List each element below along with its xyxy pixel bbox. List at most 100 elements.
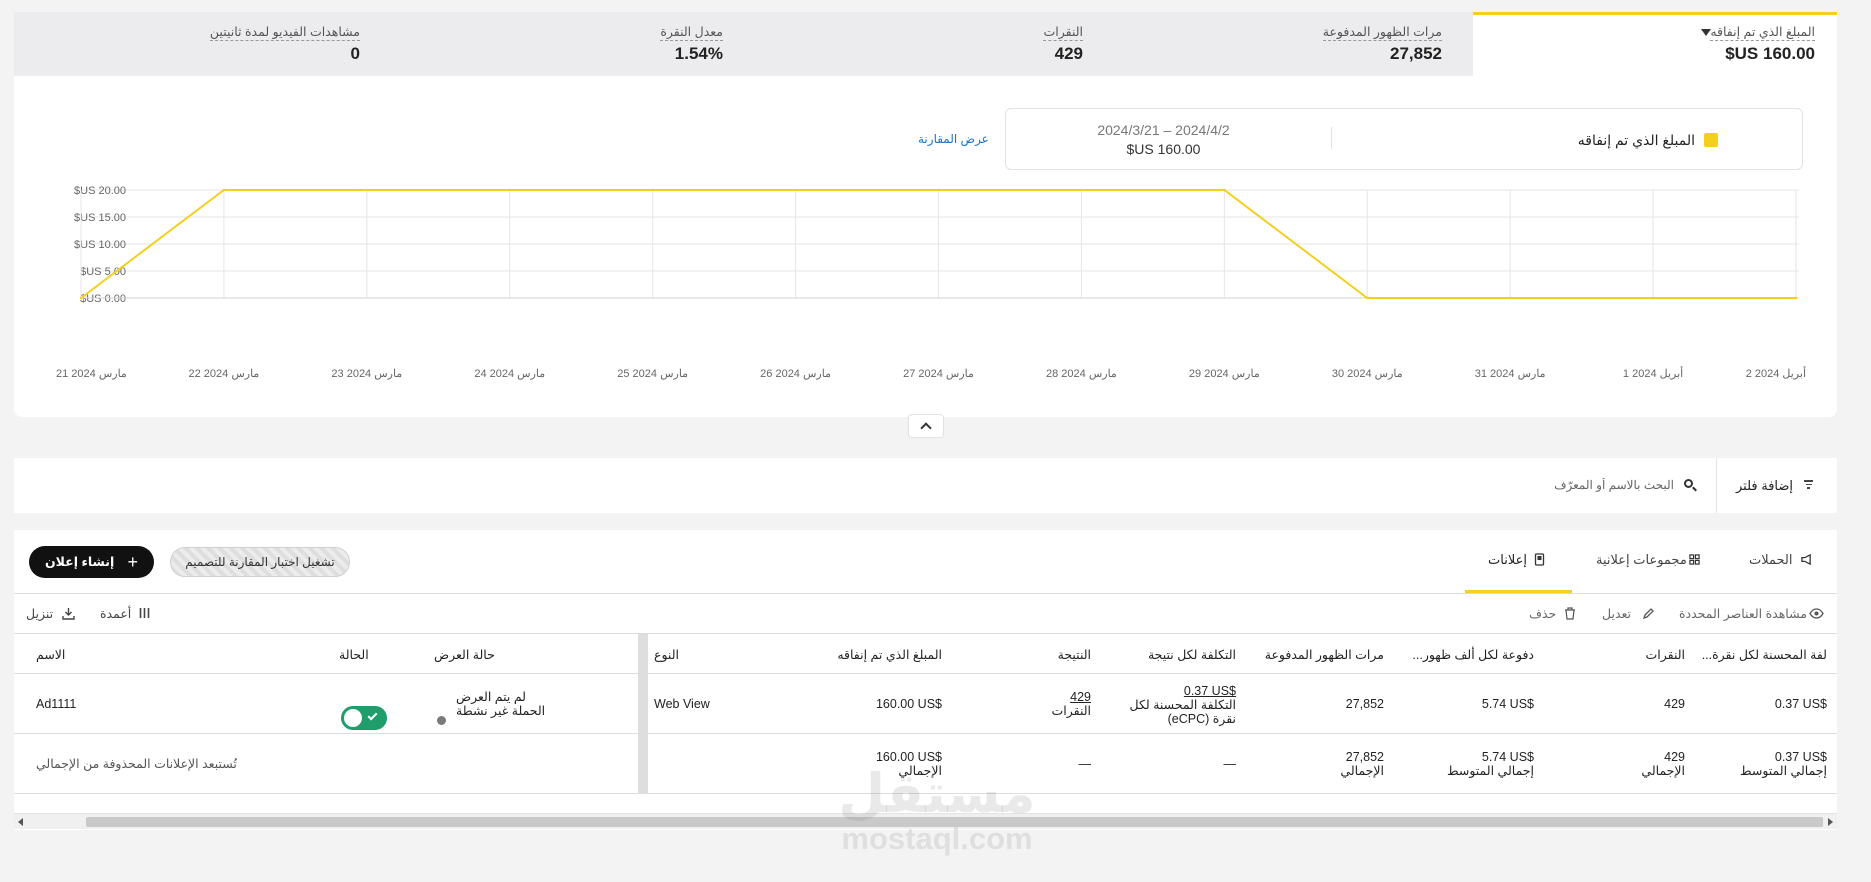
tab-ads[interactable]: إعلانات: [1488, 552, 1527, 568]
data-point: [365, 188, 369, 192]
col-clicks[interactable]: النقرات: [1645, 648, 1685, 662]
cell-clicks: 429: [1664, 697, 1685, 711]
x-tick-label: 24 مارس 2024: [474, 368, 545, 380]
columns-button[interactable]: أعمدة: [100, 607, 132, 621]
plus-icon: +: [127, 552, 138, 572]
cell-ecpc: 0.37 US$: [1774, 697, 1827, 711]
edit-button[interactable]: تعديل: [1602, 607, 1632, 621]
col-name[interactable]: الاسم: [36, 648, 66, 662]
col-delivery[interactable]: حالة العرض: [434, 648, 495, 662]
scroll-left-arrow[interactable]: [18, 818, 23, 826]
tab-campaigns[interactable]: الحملات: [1749, 552, 1792, 568]
metric-spent[interactable]: المبلغ الذي تم إنفاقه $US 160.00: [1473, 12, 1837, 76]
status-toggle[interactable]: [341, 706, 387, 730]
col-ecpc[interactable]: ...لفة المحسنة لكل نقرة: [1701, 648, 1827, 662]
col-cost-per-result[interactable]: التكلفة لكل نتيجة: [1147, 648, 1236, 662]
x-tick-label: 27 مارس 2024: [903, 368, 974, 380]
x-tick-label: 23 مارس 2024: [331, 368, 402, 380]
cell-delivery-1: لم يتم العرض: [456, 690, 526, 704]
table-row[interactable]: 0.37 US$ 429 5.74 US$ 27,852 0.37 US$ ال…: [14, 675, 1837, 734]
scroll-thumb[interactable]: [86, 817, 1823, 827]
x-tick-label: 21 مارس 2024: [56, 368, 127, 380]
create-ad-button[interactable]: إنشاء إعلان +: [29, 546, 154, 578]
col-spent[interactable]: المبلغ الذي تم إنفاقه: [837, 648, 942, 662]
x-tick-label: 1 أبريل 2024: [1623, 366, 1683, 380]
x-tick-label: 30 مارس 2024: [1332, 368, 1403, 380]
horizontal-scrollbar[interactable]: [14, 813, 1837, 829]
delivery-status-dot: [437, 716, 446, 725]
x-tick-label: 22 مارس 2024: [189, 368, 260, 380]
col-result[interactable]: النتيجة: [1057, 648, 1091, 662]
metric-clicks-label: النقرات: [1043, 25, 1083, 41]
total-cpr: —: [1223, 757, 1237, 771]
data-point: [222, 188, 226, 192]
create-ad-label: إنشاء إعلان: [45, 555, 115, 569]
data-point: [508, 188, 511, 192]
legend-date-range: 2024/3/21 – 2024/4/2: [1097, 122, 1230, 138]
cell-spent: 160.00 US$: [875, 697, 942, 711]
compare-link[interactable]: عرض المقارنة: [918, 132, 989, 146]
metric-spent-label: المبلغ الذي تم إنفاقه: [1710, 25, 1815, 41]
total-impressions: 27,852: [1345, 750, 1384, 764]
add-filter-button[interactable]: إضافة فلتر: [1736, 478, 1794, 493]
chart-card: المبلغ الذي تم إنفاقه 2024/3/21 – 2024/4…: [14, 76, 1837, 417]
total-spent: 160.00 US$: [875, 750, 942, 764]
x-tick-label: 26 مارس 2024: [760, 368, 831, 380]
metric-ctr-value: 1.54%: [674, 44, 723, 63]
legend-divider: [1331, 127, 1332, 149]
metric-spent-value: $US 160.00: [1725, 44, 1815, 63]
total-clicks: 429: [1664, 750, 1685, 764]
data-point: [651, 188, 654, 192]
cell-cpr-value[interactable]: 0.37 US$: [1183, 684, 1236, 698]
metric-ctr-label: معدل النقرة: [660, 25, 723, 41]
tab-campaigns-label: الحملات: [1749, 552, 1793, 567]
cell-result-value[interactable]: 429: [1070, 690, 1091, 704]
ads-panel: الحملات مجموعات إعلانية إعلانات تشغيل اخ…: [14, 530, 1837, 830]
spend-line-chart: $US 0.00 $US 5.00 $US 10.00 $US 15.00 $US 20…: [56, 185, 1806, 380]
y-tick-label: $US 0.00: [80, 293, 126, 305]
total-clicks-sub: الإجمالي: [1641, 764, 1685, 778]
download-icon: [62, 608, 75, 620]
metric-impressions-label: مرات الظهور المدفوعة: [1322, 25, 1442, 41]
metric-ctr[interactable]: معدل النقرة 1.54%: [374, 12, 744, 76]
device-icon: [1534, 553, 1545, 566]
trash-icon: [1565, 607, 1575, 620]
download-button[interactable]: تنزيل: [26, 607, 54, 621]
table-toolbar: مشاهدة العناصر المحددة تعديل حذف أعمدة ت…: [14, 594, 1837, 634]
data-point: [1080, 188, 1083, 192]
metric-impressions[interactable]: مرات الظهور المدفوعة 27,852: [1094, 12, 1464, 76]
table-header: ...لفة المحسنة لكل نقرة النقرات ...دفوعة…: [14, 634, 1837, 674]
data-point: [79, 296, 83, 300]
chevron-down-icon[interactable]: [1701, 29, 1711, 36]
collapse-chart-button[interactable]: [908, 414, 944, 438]
ab-test-button[interactable]: تشغيل اختبار المقارنة للتصميم: [170, 547, 350, 577]
col-impressions[interactable]: مرات الظهور المدفوعة: [1264, 648, 1384, 662]
x-tick-label: 2 أبريل 2024: [1746, 366, 1806, 380]
metric-clicks[interactable]: النقرات 429: [734, 12, 1104, 76]
y-tick-label: $US 15.00: [74, 212, 126, 224]
delete-button[interactable]: حذف: [1529, 607, 1557, 621]
legend-total: $US 160.00: [1126, 141, 1201, 157]
grid-icon: [1689, 554, 1700, 565]
scroll-right-arrow[interactable]: [1828, 818, 1833, 826]
col-cpm[interactable]: ...دفوعة لكل ألف ظهور: [1412, 648, 1534, 662]
col-type[interactable]: النوع: [654, 648, 679, 662]
view-selected-button[interactable]: مشاهدة العناصر المحددة: [1679, 607, 1807, 621]
total-result: —: [1078, 757, 1092, 771]
total-impressions-sub: الإجمالي: [1340, 764, 1384, 778]
tab-adsets[interactable]: مجموعات إعلانية: [1596, 552, 1687, 568]
y-tick-label: $US 5.00: [80, 266, 126, 278]
cell-result-sub: النقرات: [1051, 704, 1091, 718]
total-cpm: 5.74 US$: [1481, 750, 1534, 764]
legend-series-name: المبلغ الذي تم إنفاقه: [1577, 132, 1695, 148]
data-point: [1366, 296, 1369, 300]
filter-icon: [1804, 480, 1813, 489]
metric-video-views[interactable]: مشاهدات الفيديو لمدة ثانيتين 0: [14, 12, 384, 76]
legend-swatch: [1704, 133, 1718, 147]
search-input[interactable]: [1314, 472, 1674, 498]
cell-name[interactable]: Ad1111: [36, 697, 77, 711]
frozen-column-divider[interactable]: [638, 634, 648, 794]
col-status[interactable]: الحالة: [339, 648, 369, 662]
cell-cpm: 5.74 US$: [1481, 697, 1534, 711]
chevron-up-icon: [920, 422, 932, 434]
